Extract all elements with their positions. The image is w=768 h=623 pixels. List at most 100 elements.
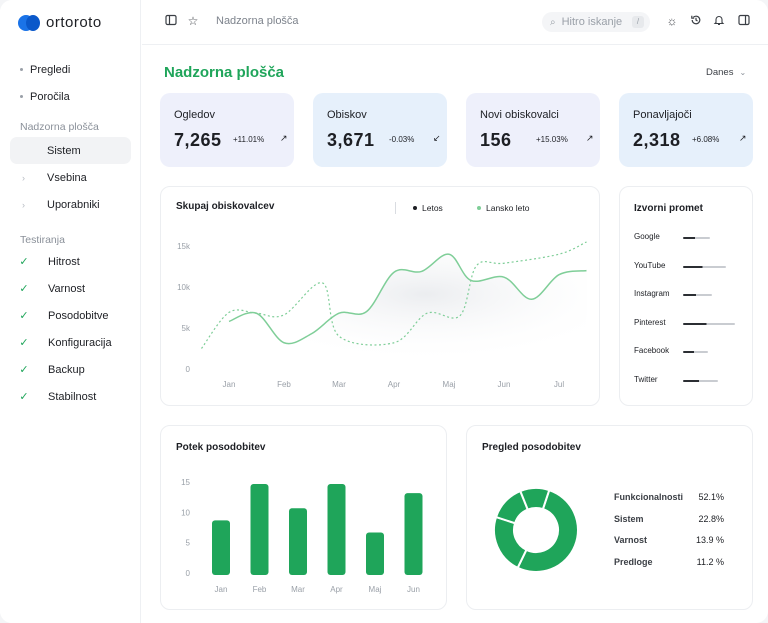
stat-card-new-visitors[interactable]: Novi obiskovalci 156 +15.03% ↗ bbox=[466, 93, 600, 167]
traffic-source-label: Facebook bbox=[634, 346, 670, 355]
y-tick-label: 0 bbox=[186, 569, 191, 578]
overview-row-value: 22.8% bbox=[698, 514, 724, 524]
stat-delta: -0.03% bbox=[389, 135, 415, 144]
overview-row-label: Sistem bbox=[614, 514, 644, 524]
sidebar-item-label: Poročila bbox=[30, 90, 70, 103]
traffic-card-title: Izvorni promet bbox=[634, 203, 703, 214]
overview-row-value: 52.1% bbox=[698, 492, 724, 502]
bar[interactable] bbox=[250, 484, 269, 575]
donut-slice[interactable] bbox=[493, 515, 528, 570]
series-area-letos bbox=[229, 254, 587, 369]
bar[interactable] bbox=[327, 484, 346, 575]
page-title: Nadzorna plošča bbox=[164, 64, 285, 81]
stat-delta: +11.01% bbox=[233, 135, 265, 144]
sidebar-item-backup[interactable]: ✓ Backup bbox=[10, 356, 131, 383]
series-line-letos[interactable] bbox=[228, 253, 587, 345]
trend-up-icon: ↗ bbox=[739, 133, 747, 143]
y-tick-label: 5 bbox=[186, 539, 191, 548]
bullet-icon bbox=[20, 95, 23, 98]
overview-donut-chart bbox=[493, 487, 579, 573]
logo[interactable]: ortoroto bbox=[18, 14, 102, 31]
sidebar-toggle-icon[interactable] bbox=[164, 14, 178, 28]
sidebar-item-hitrost[interactable]: ✓ Hitrost bbox=[10, 248, 131, 275]
stat-value: 7,265 bbox=[174, 130, 222, 150]
traffic-source-bar bbox=[683, 379, 718, 382]
x-tick-label: Jul bbox=[554, 380, 564, 389]
bell-icon[interactable] bbox=[712, 14, 726, 28]
stat-card-visits[interactable]: Obiskov 3,671 -0.03% ↙ bbox=[313, 93, 447, 167]
y-tick-label: 10k bbox=[177, 283, 191, 292]
x-tick-label: Mar bbox=[291, 585, 305, 594]
stat-value: 3,671 bbox=[327, 130, 375, 150]
trend-up-icon: ↗ bbox=[586, 133, 594, 143]
stat-label: Ponavljajoči bbox=[633, 109, 692, 121]
star-icon[interactable]: ☆ bbox=[187, 14, 199, 28]
sidebar-top-nav: Pregledi Poročila bbox=[0, 56, 141, 110]
updates-card-title: Potek posodobitev bbox=[176, 442, 266, 453]
stat-card-views[interactable]: Ogledov 7,265 +11.01% ↗ bbox=[160, 93, 294, 167]
updates-bar-chart: 0 5 10 15 Jan Feb Mar Apr Maj Jun bbox=[181, 478, 423, 594]
overview-row: Varnost 13.9 % bbox=[614, 535, 724, 545]
y-tick-label: 15 bbox=[181, 478, 190, 487]
sidebar-item-konfiguracija[interactable]: ✓ Konfiguracija bbox=[10, 329, 131, 356]
traffic-source-bar bbox=[683, 294, 713, 296]
traffic-source-bar bbox=[683, 237, 711, 239]
donut-slice[interactable] bbox=[518, 487, 551, 511]
stat-card-returning[interactable]: Ponavljajoči 2,318 +6.08% ↗ bbox=[619, 93, 753, 167]
panel-toggle-icon[interactable] bbox=[737, 14, 751, 28]
history-icon[interactable] bbox=[689, 14, 703, 28]
sun-icon[interactable]: ☼ bbox=[666, 14, 678, 28]
traffic-source-label: Instagram bbox=[634, 289, 670, 298]
legend-divider bbox=[395, 202, 396, 214]
legend-label: Letos bbox=[422, 203, 443, 213]
visitors-card-title: Skupaj obiskovalcev bbox=[176, 201, 275, 212]
sidebar-item-label: Sistem bbox=[47, 144, 81, 157]
chevron-right-icon: › bbox=[22, 172, 25, 183]
search-input[interactable]: ⌕ Hitro iskanje / bbox=[542, 12, 650, 32]
x-tick-label: Jan bbox=[215, 585, 228, 594]
sidebar-item-vsebina[interactable]: › Vsebina bbox=[10, 164, 131, 191]
donut-slice[interactable] bbox=[516, 488, 579, 573]
check-icon: ✓ bbox=[19, 337, 29, 349]
sidebar-section-title: Nadzorna plošča bbox=[20, 121, 99, 133]
overview-row: Sistem 22.8% bbox=[614, 514, 724, 524]
check-icon: ✓ bbox=[19, 310, 29, 322]
bar[interactable] bbox=[404, 493, 423, 575]
legend-item-lansko-leto[interactable]: Lansko leto bbox=[477, 203, 529, 213]
stat-label: Obiskov bbox=[327, 109, 367, 121]
sidebar-item-porocila[interactable]: Poročila bbox=[0, 83, 141, 110]
bar[interactable] bbox=[366, 532, 384, 575]
visitors-line-chart: 0 5k 10k 15k Jan Feb Mar Apr Maj Jun Jul bbox=[177, 241, 587, 389]
sidebar-item-stabilnost[interactable]: ✓ Stabilnost bbox=[10, 383, 131, 410]
stat-value: 156 bbox=[480, 130, 512, 150]
search-placeholder: Hitro iskanje bbox=[561, 16, 623, 28]
x-tick-label: Mar bbox=[332, 380, 346, 389]
traffic-source-label: Pinterest bbox=[634, 317, 666, 327]
stat-label: Novi obiskovalci bbox=[480, 109, 559, 121]
x-tick-label: Maj bbox=[369, 585, 382, 594]
sidebar-item-label: Stabilnost bbox=[48, 390, 97, 403]
y-tick-label: 5k bbox=[182, 324, 191, 333]
period-value: Danes bbox=[706, 67, 734, 78]
period-select[interactable]: Danes ⌄ bbox=[706, 67, 746, 78]
sidebar-group-tests: ✓ Hitrost ✓ Varnost ✓ Posodobitve ✓ Konf… bbox=[10, 248, 131, 410]
bar[interactable] bbox=[289, 508, 307, 575]
sidebar-item-uporabniki[interactable]: › Uporabniki bbox=[10, 191, 131, 218]
x-tick-label: Feb bbox=[277, 380, 291, 389]
sidebar-item-pregledi[interactable]: Pregledi bbox=[0, 56, 141, 83]
sidebar-item-label: Pregledi bbox=[30, 63, 71, 76]
bar[interactable] bbox=[212, 520, 230, 575]
traffic-source-label: YouTube bbox=[634, 260, 666, 270]
sidebar-item-posodobitve[interactable]: ✓ Posodobitve bbox=[10, 302, 131, 329]
traffic-source-bar bbox=[683, 351, 709, 353]
logo-text: ortoroto bbox=[46, 14, 102, 31]
legend-item-letos[interactable]: Letos bbox=[413, 203, 443, 213]
chevron-down-icon: ⌄ bbox=[739, 68, 747, 77]
sidebar-item-varnost[interactable]: ✓ Varnost bbox=[10, 275, 131, 302]
trend-up-icon: ↗ bbox=[280, 133, 288, 143]
x-tick-label: Apr bbox=[388, 380, 401, 389]
sidebar-item-sistem[interactable]: Sistem bbox=[10, 137, 131, 164]
breadcrumb[interactable]: Nadzorna plošča bbox=[216, 15, 299, 27]
check-icon: ✓ bbox=[19, 364, 29, 376]
